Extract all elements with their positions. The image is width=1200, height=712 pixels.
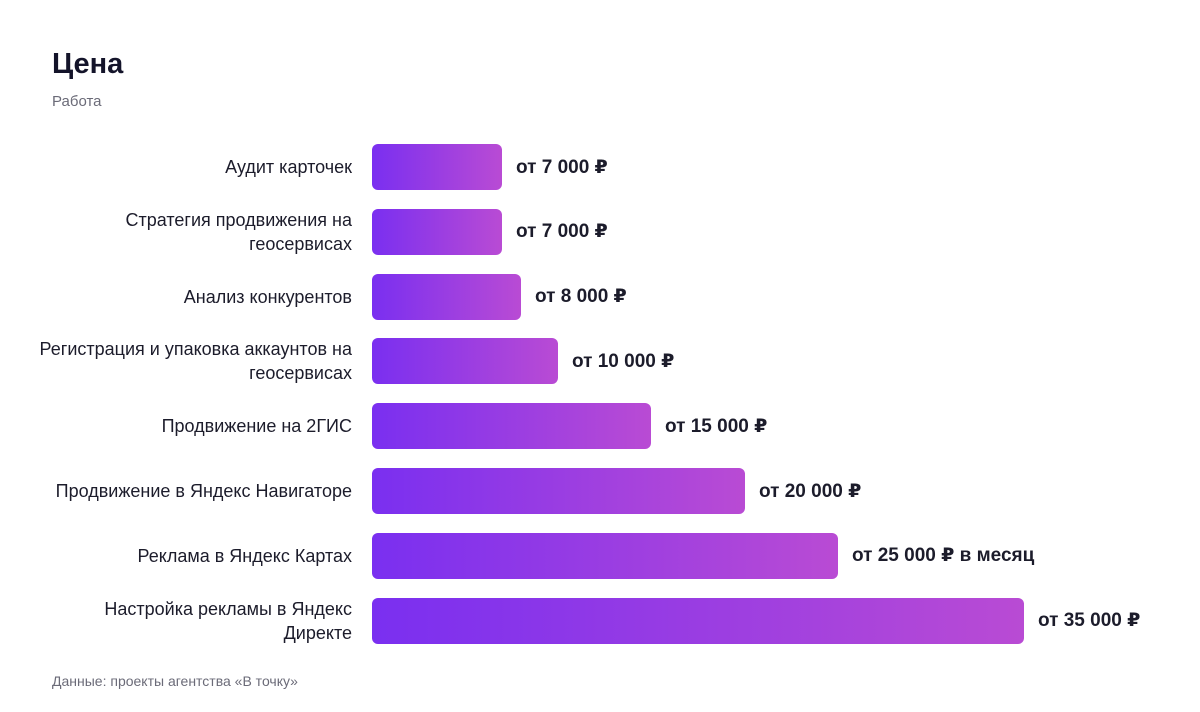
bar-value-label: от 15 000 ₽ — [665, 415, 768, 437]
bar-value-label: от 8 000 ₽ — [535, 286, 627, 308]
bar — [372, 403, 651, 450]
bar-row: Аудит карточек от 7 000 ₽ — [0, 144, 1200, 190]
category-label: Реклама в Яндекс Картах — [137, 545, 352, 566]
bar-value-label: от 25 000 ₽ в месяц — [852, 545, 1035, 567]
bar-row: Продвижение на 2ГИС от 15 000 ₽ — [0, 403, 1200, 450]
bar-row: Реклама в Яндекс Картах от 25 000 ₽ в мес… — [0, 532, 1200, 579]
bar — [372, 208, 502, 255]
chart-title: Цена — [52, 48, 124, 80]
bar-value-label: от 7 000 ₽ — [516, 221, 608, 243]
bar — [372, 338, 558, 385]
category-label: Регистрация и упаковка аккаунтов на геос… — [39, 339, 352, 384]
chart-subtitle: Работа — [52, 93, 102, 110]
bar — [372, 597, 1024, 644]
bar — [372, 144, 502, 190]
bar — [372, 468, 745, 514]
bar-value-label: от 10 000 ₽ — [572, 350, 675, 372]
category-label: Продвижение на 2ГИС — [161, 416, 352, 437]
category-label: Анализ конкурентов — [183, 286, 352, 307]
category-label: Настройка рекламы в Яндекс Директе — [104, 598, 352, 643]
bar — [372, 273, 521, 320]
bar-value-label: от 7 000 ₽ — [516, 156, 608, 178]
bar-value-label: от 20 000 ₽ — [759, 480, 862, 502]
category-label: Продвижение в Яндекс Навигаторе — [55, 481, 352, 501]
bar-row: Настройка рекламы в Яндекс Директе от 35 … — [0, 597, 1200, 644]
bar-row: Анализ конкурентов от 8 000 ₽ — [0, 273, 1200, 320]
bar-row: Регистрация и упаковка аккаунтов на геос… — [0, 338, 1200, 385]
category-label: Аудит карточек — [225, 157, 352, 177]
data-source-note: Данные: проекты агентства «В точку» — [52, 673, 298, 689]
bar-row: Стратегия продвижения на геосервисах от 7… — [0, 208, 1200, 255]
bar-row: Продвижение в Яндекс Навигаторе от 20 000… — [0, 468, 1200, 514]
category-label: Стратегия продвижения на геосервисах — [125, 209, 352, 254]
bar-value-label: от 35 000 ₽ — [1038, 610, 1141, 632]
bar — [372, 532, 838, 579]
